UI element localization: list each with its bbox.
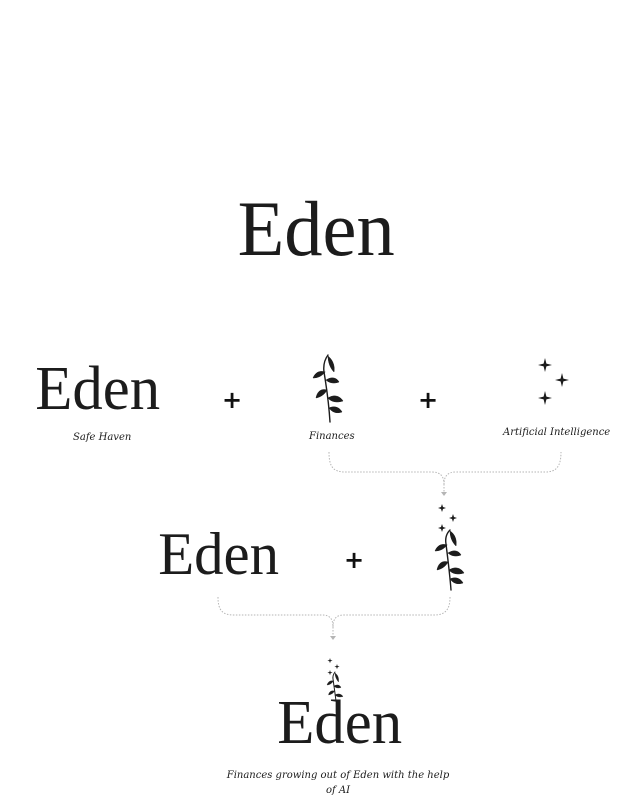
branch-icon	[312, 354, 344, 423]
result-sparkle-branch-icon	[326, 658, 344, 702]
eden-wordmark-combined: Eden	[158, 521, 280, 587]
safe-haven-caption: Safe Haven	[73, 432, 132, 443]
result-caption: Finances growing out of Eden with the he…	[226, 770, 450, 796]
ai-caption: Artificial Intelligence	[503, 427, 611, 438]
plus-operator-1: +	[222, 386, 243, 414]
finances-caption: Finances	[309, 431, 355, 442]
eden-wordmark: Eden	[35, 355, 161, 423]
sparkles-icon	[538, 358, 569, 405]
hero-wordmark: Eden	[237, 185, 395, 272]
plus-operator-2: +	[418, 386, 439, 414]
sparkle-branch-icon	[434, 504, 465, 591]
plus-operator-3: +	[344, 546, 365, 574]
result-wordmark: Eden	[277, 689, 403, 757]
